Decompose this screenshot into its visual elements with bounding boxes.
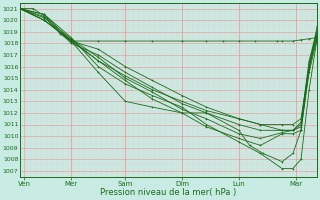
X-axis label: Pression niveau de la mer( hPa ): Pression niveau de la mer( hPa ) <box>100 188 236 197</box>
